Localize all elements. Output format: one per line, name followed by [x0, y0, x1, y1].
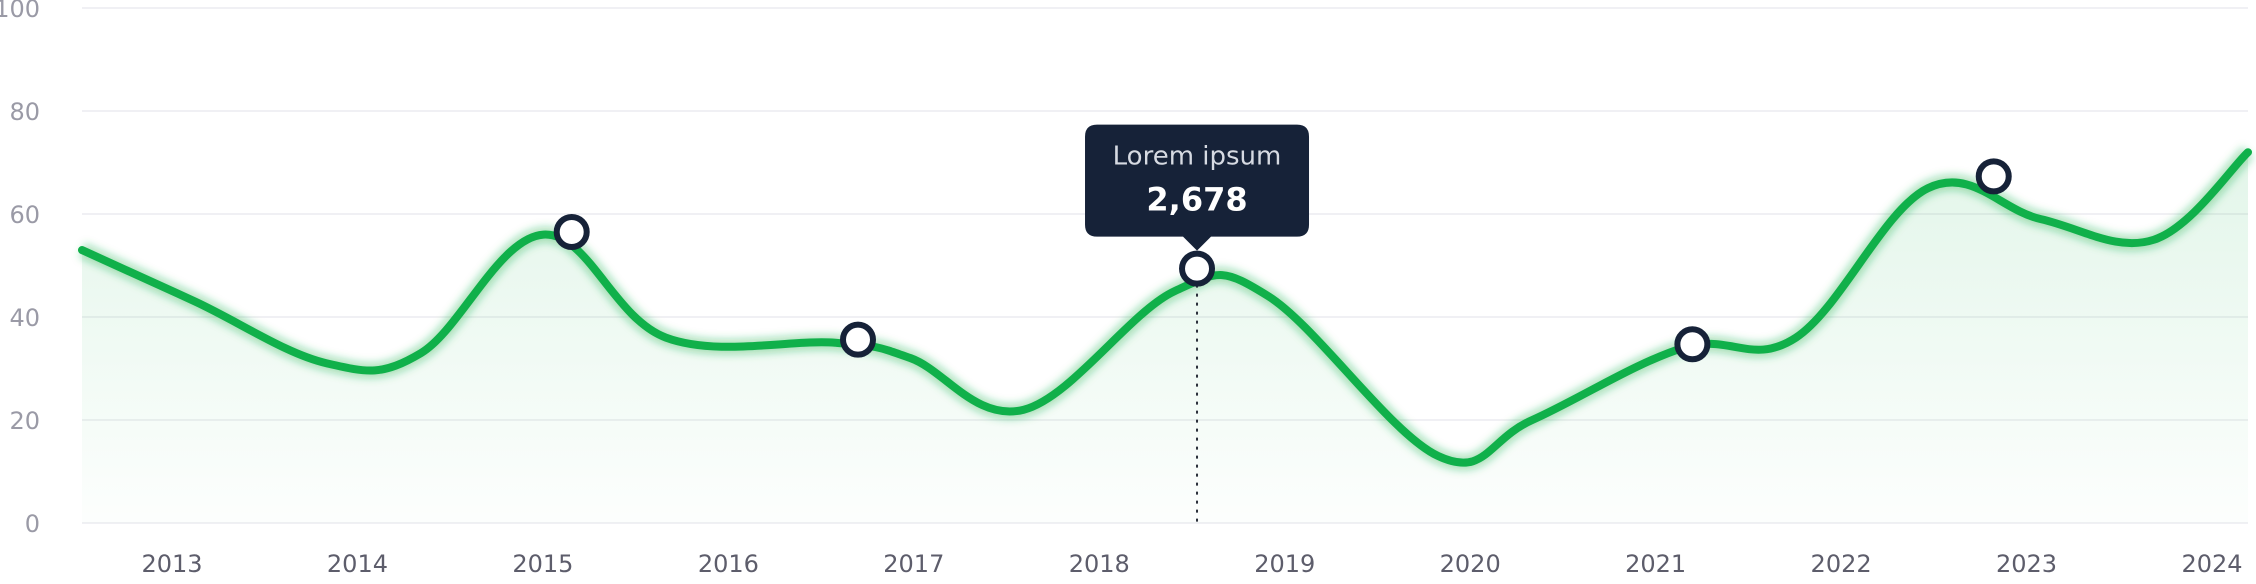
y-axis: 0 20 40 60 80 100 [0, 0, 40, 538]
tooltip: Lorem ipsum 2,678 [1085, 124, 1310, 251]
tooltip-background [1085, 124, 1310, 251]
x-tick-label: 2013 [141, 550, 202, 578]
x-axis: 2013 2014 2015 2016 2017 2018 2019 2020 2021 2022… [141, 550, 2242, 578]
data-point-marker[interactable] [1179, 250, 1216, 287]
data-point-marker[interactable] [839, 321, 876, 358]
x-tick-label: 2018 [1069, 550, 1130, 578]
x-tick-label: 2020 [1440, 550, 1501, 578]
y-tick-label: 0 [25, 510, 40, 538]
y-tick-label: 100 [0, 0, 40, 23]
series-area [82, 152, 2248, 523]
y-tick-label: 20 [9, 407, 40, 435]
x-tick-label: 2019 [1254, 550, 1315, 578]
data-point-marker[interactable] [1674, 326, 1711, 363]
x-tick-label: 2022 [1811, 550, 1872, 578]
data-point-marker[interactable] [553, 214, 590, 251]
data-point-marker[interactable] [1975, 158, 2012, 195]
x-tick-label: 2015 [512, 550, 573, 578]
x-tick-label: 2017 [883, 550, 944, 578]
x-tick-label: 2014 [327, 550, 388, 578]
x-tick-label: 2023 [1996, 550, 2057, 578]
x-tick-label: 2021 [1625, 550, 1686, 578]
tooltip-title: Lorem ipsum [1113, 142, 1282, 172]
series-line [78, 148, 2252, 467]
y-tick-label: 60 [9, 201, 40, 229]
tooltip-value: 2,678 [1146, 181, 1247, 219]
x-tick-label: 2016 [698, 550, 759, 578]
y-tick-label: 80 [9, 98, 40, 126]
x-tick-label: 2024 [2181, 550, 2242, 578]
y-tick-label: 40 [9, 304, 40, 332]
data-markers [553, 158, 2012, 363]
